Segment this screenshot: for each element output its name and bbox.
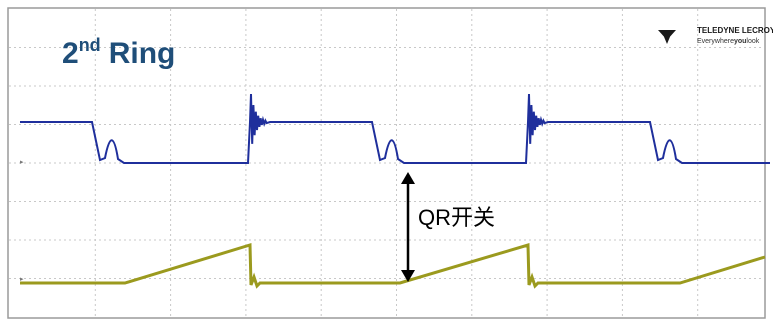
- tagline-part: Everywhere: [697, 38, 734, 45]
- annotation: QR开关: [418, 205, 495, 230]
- title-rest: Ring: [109, 37, 176, 70]
- channel-marker: ▸: [20, 159, 24, 166]
- tagline-part: you: [734, 38, 746, 45]
- logo-tagline: Everywhereyoulook: [697, 38, 760, 45]
- title-superscript: nd: [79, 35, 101, 55]
- channel-marker: ▸: [20, 276, 24, 283]
- tagline-part: look: [746, 38, 759, 45]
- title-number: 2: [62, 37, 79, 70]
- oscilloscope-capture: ▸ ▸ 2nd Ring TELEDYNE LECROY Everywhereyo…: [0, 0, 773, 324]
- logo-brand: TELEDYNE LECROY: [697, 26, 773, 35]
